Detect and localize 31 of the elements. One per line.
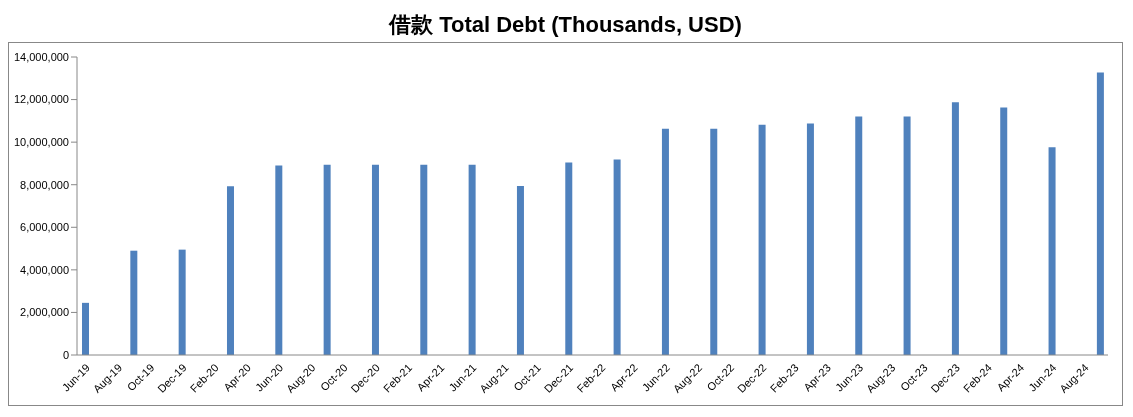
y-tick-label: 14,000,000 (13, 50, 69, 63)
bar (82, 302, 89, 355)
bar (420, 164, 428, 355)
chart-title: 借款 Total Debt (Thousands, USD) (387, 11, 743, 39)
bar (951, 102, 959, 355)
bar (323, 164, 331, 355)
bar (178, 249, 186, 355)
bar (226, 186, 234, 355)
y-tick-label: 2,000,000 (20, 306, 69, 319)
bar (710, 128, 718, 355)
bar (130, 250, 138, 355)
y-tick-label: 12,000,000 (13, 93, 69, 106)
bar (1096, 72, 1104, 355)
bar (855, 116, 863, 355)
y-tick-label: 6,000,000 (20, 221, 69, 234)
y-tick-label: 10,000,000 (13, 136, 69, 149)
bar (516, 185, 524, 355)
bar (806, 123, 814, 355)
bar (758, 124, 766, 355)
bar (565, 162, 573, 355)
bar (275, 165, 283, 355)
bar (661, 128, 669, 355)
y-tick-label: 0 (62, 348, 69, 361)
bar (468, 164, 476, 355)
bar (903, 116, 911, 355)
bar (613, 159, 621, 355)
y-tick-label: 8,000,000 (20, 178, 69, 191)
y-tick-label: 4,000,000 (20, 263, 69, 276)
bar (1048, 147, 1056, 355)
bar (1000, 107, 1008, 355)
bar (371, 164, 379, 355)
